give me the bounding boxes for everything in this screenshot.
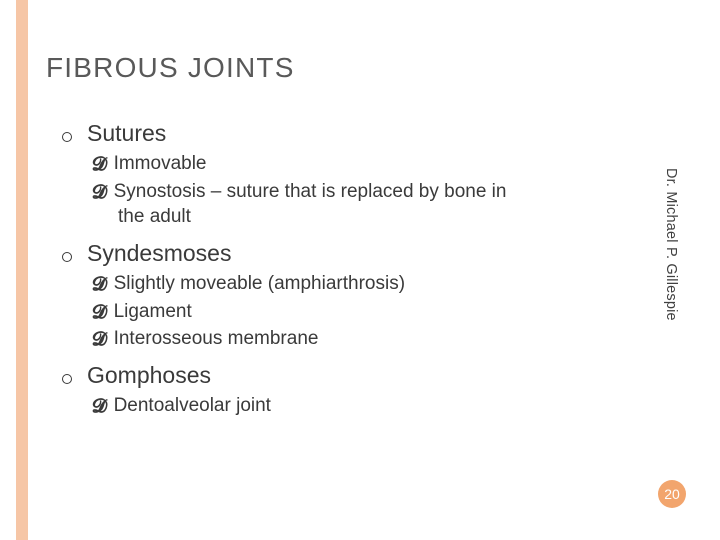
section-items: 𝓓 Dentoalveolar joint — [92, 393, 622, 419]
list-item: 𝓓 Slightly moveable (amphiarthrosis) — [92, 271, 622, 297]
list-item: 𝓓 Synostosis – suture that is replaced by… — [92, 179, 622, 230]
section-heading-text: Sutures — [87, 120, 166, 147]
page-number: 20 — [664, 486, 680, 502]
slide-title: FIBROUS JOINTS — [46, 52, 295, 84]
section-heading-text: Gomphoses — [87, 362, 211, 389]
slide-body: Sutures 𝓓 Immovable 𝓓 Synostosis – suture … — [62, 110, 622, 418]
list-item: 𝓓 Immovable — [92, 151, 622, 177]
ring-bullet-icon — [62, 374, 72, 384]
list-item-text: Ligament — [114, 301, 192, 322]
list-item-text: Interosseous membrane — [114, 328, 319, 349]
swirl-bullet-icon: 𝓓 — [92, 330, 107, 349]
swirl-bullet-icon: 𝓓 — [92, 397, 107, 416]
swirl-bullet-icon: 𝓓 — [92, 183, 107, 202]
list-item-text: Immovable — [114, 153, 207, 174]
swirl-bullet-icon: 𝓓 — [92, 303, 107, 322]
ring-bullet-icon — [62, 252, 72, 262]
section-items: 𝓓 Immovable 𝓓 Synostosis – suture that is … — [92, 151, 622, 230]
section-heading-text: Syndesmoses — [87, 240, 231, 267]
section-items: 𝓓 Slightly moveable (amphiarthrosis) 𝓓 Lig… — [92, 271, 622, 352]
page-number-badge: 20 — [658, 480, 686, 508]
accent-bar — [16, 0, 28, 540]
swirl-bullet-icon: 𝓓 — [92, 275, 107, 294]
list-item-text: Slightly moveable (amphiarthrosis) — [114, 273, 405, 294]
list-item-text: Dentoalveolar joint — [114, 395, 271, 416]
list-item: 𝓓 Ligament — [92, 299, 622, 325]
section-heading: Syndesmoses — [62, 240, 622, 267]
author-name: Dr. Michael P. Gillespie — [663, 168, 679, 321]
ring-bullet-icon — [62, 132, 72, 142]
section-heading: Gomphoses — [62, 362, 622, 389]
list-item: 𝓓 Interosseous membrane — [92, 326, 622, 352]
list-item-text: Synostosis – suture that is replaced by … — [114, 181, 507, 202]
list-item: 𝓓 Dentoalveolar joint — [92, 393, 622, 419]
swirl-bullet-icon: 𝓓 — [92, 155, 107, 174]
section-heading: Sutures — [62, 120, 622, 147]
list-item-continuation: the adult — [118, 204, 622, 230]
